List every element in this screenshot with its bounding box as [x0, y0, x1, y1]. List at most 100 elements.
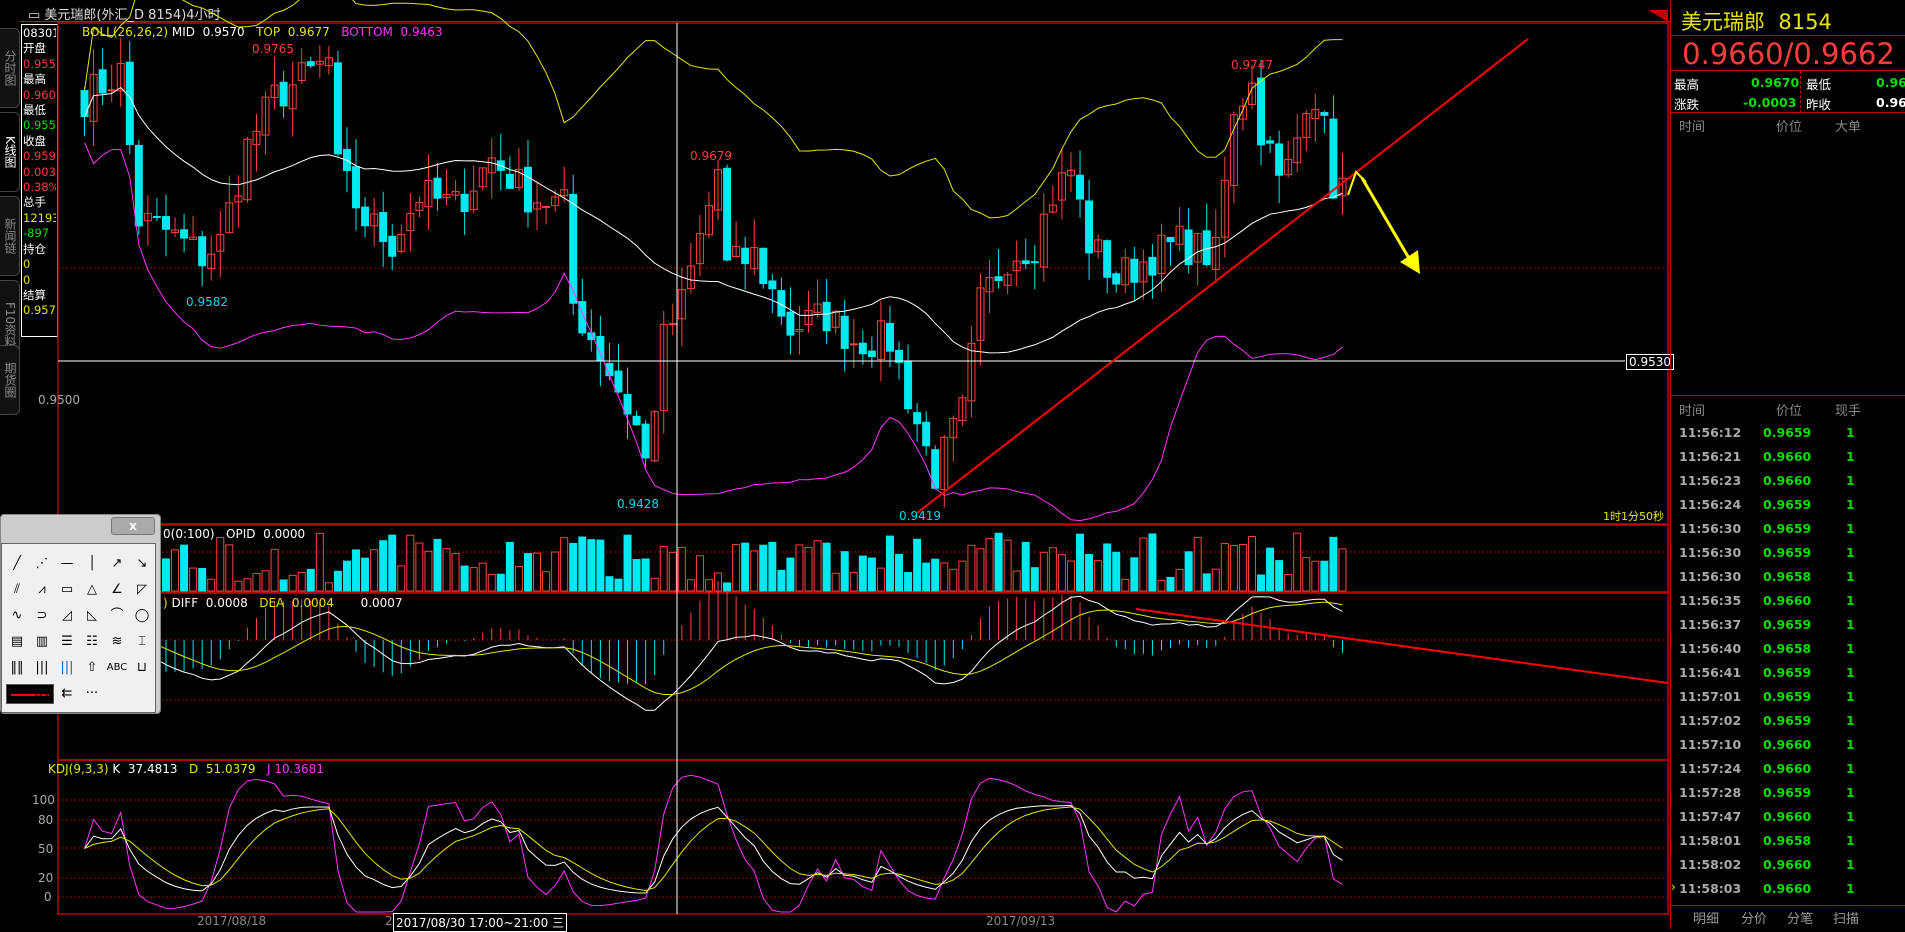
drawing-tool-24[interactable]: ‖‖ — [10, 660, 24, 675]
volume-bar — [261, 570, 270, 592]
drawing-tool-32[interactable]: ⇇ — [61, 686, 73, 701]
drawing-tool-26[interactable]: ||| — [60, 660, 74, 675]
tick-row: 11:57:01 0.9659 1 — [1671, 685, 1905, 709]
volume-bar — [1021, 541, 1030, 592]
volume-bar — [542, 571, 551, 592]
drawing-tool-1[interactable]: ⋰ — [35, 556, 49, 571]
drawing-tool-6[interactable]: ⫽ — [14, 582, 20, 597]
volume-bar — [976, 548, 985, 592]
tick-time: 11:56:41 — [1679, 665, 1742, 680]
drawing-tool-12[interactable]: ∿ — [11, 608, 23, 623]
drawing-tool-31[interactable]: ⌫ — [32, 686, 52, 701]
drawing-tool-21[interactable]: ☷ — [86, 634, 98, 649]
drawing-tool-28[interactable]: ABC — [106, 662, 128, 673]
candle-body — [1320, 112, 1329, 116]
kline-chart[interactable] — [0, 0, 1670, 929]
candle-body — [867, 350, 876, 358]
drawing-tool-33[interactable]: ··· — [85, 686, 99, 701]
drawing-tool-2[interactable]: — — [60, 556, 74, 571]
cursor-date-label: 2017/08/30 17:00~21:00 三 — [393, 913, 568, 932]
stat-prev: 0.9663 — [1876, 95, 1905, 110]
drawing-tool-14[interactable]: ◿ — [62, 608, 72, 623]
volume-bar — [234, 580, 243, 592]
candle-body — [243, 138, 252, 201]
candle-body — [352, 166, 361, 209]
volume-bar — [279, 579, 288, 592]
volume-bar — [171, 549, 180, 592]
tab-price-dist[interactable]: 分价 — [1741, 912, 1768, 927]
drawing-tool-16[interactable]: ⌒ — [110, 608, 124, 623]
low-annotation: 0.9428 — [617, 497, 659, 511]
volume-bar — [1284, 573, 1293, 592]
arrow-up-icon — [1347, 170, 1367, 196]
volume-bar — [849, 572, 858, 592]
drawing-tool-11[interactable]: ◸ — [137, 582, 147, 597]
volume-bar — [668, 551, 677, 592]
candle-body — [98, 69, 107, 94]
drawing-tools-palette[interactable]: x ╱ ⋰ — │ ↗ ↘ ⫽ ⩘ ▭ △ ∠ ◸ ∿ ⊃ ◿ ◺ ⌒ ◯ ▤ ▥ ☰ ☷ ≋ ⌶ ‖‖ ||| ||| ⇧ ABC ⊔ ⌫… — [0, 514, 161, 714]
drawing-tool-7[interactable]: ⩘ — [38, 582, 46, 597]
volume-bar — [967, 544, 976, 592]
volume-bar — [180, 544, 189, 592]
candle-body — [270, 84, 279, 99]
volume-bar — [207, 578, 216, 592]
drawing-tool-5[interactable]: ↘ — [136, 556, 148, 571]
volume-bar — [1066, 560, 1075, 592]
open-value: 0.9557 — [23, 56, 56, 71]
tick-row: 11:56:41 0.9659 1 — [1671, 661, 1905, 685]
candle-body — [596, 336, 605, 361]
arrow-head-icon — [1400, 250, 1420, 274]
drawing-tool-4[interactable]: ↗ — [111, 556, 123, 571]
oi-change: 0 — [23, 272, 31, 287]
tick-row: 11:57:28 0.9659 1 — [1671, 781, 1905, 805]
candle-body — [1329, 118, 1338, 199]
drawing-tool-27[interactable]: ⇧ — [86, 660, 98, 675]
drawing-tool-10[interactable]: ∠ — [111, 582, 123, 597]
tick-volume: 1 — [1846, 593, 1855, 608]
tick-time: 11:58:02 — [1679, 857, 1742, 872]
tab-scan[interactable]: 扫描 — [1833, 912, 1860, 927]
drawing-tool-29[interactable]: ⊔ — [136, 660, 148, 675]
boll-legend: BOLL(26,26,2) MID 0.9570 TOP 0.9677 BOTT… — [82, 25, 443, 39]
drawing-tool-3[interactable]: │ — [88, 556, 96, 571]
volume-bar — [1175, 568, 1184, 592]
drawing-tool-17[interactable]: ◯ — [134, 608, 150, 623]
volume-bar — [949, 568, 958, 592]
candle-body — [333, 62, 342, 155]
palette-close-button[interactable]: x — [111, 517, 155, 535]
volume-bar — [551, 551, 560, 592]
candle-body — [831, 310, 840, 328]
drawing-tool-15[interactable]: ◺ — [87, 608, 97, 623]
candle-body — [1076, 174, 1085, 200]
drawing-tool-20[interactable]: ☰ — [61, 634, 73, 649]
tab-detail[interactable]: 明细 — [1693, 912, 1720, 927]
tab-kline[interactable]: K线图 — [0, 112, 20, 192]
tick-price: 0.9660 — [1763, 761, 1812, 776]
drawing-tool-0[interactable]: ╱ — [13, 556, 21, 571]
tab-timeshare[interactable]: 分时图 — [0, 28, 20, 108]
drawing-tool-22[interactable]: ≋ — [111, 634, 123, 649]
volume-bar — [1094, 560, 1103, 592]
drawing-tool-13[interactable]: ⊃ — [36, 608, 48, 623]
volume-bar — [1139, 537, 1148, 592]
tab-news[interactable]: 新闻链 — [0, 196, 20, 276]
volume-bar — [352, 549, 361, 592]
tab-futures[interactable]: 期货圈 — [0, 345, 20, 415]
drawing-tool-25[interactable]: ||| — [35, 660, 49, 675]
line-color-swatch[interactable] — [6, 684, 54, 704]
drawing-tool-9[interactable]: △ — [87, 582, 97, 597]
tab-trades[interactable]: 分笔 — [1787, 912, 1814, 927]
drawing-tool-18[interactable]: ▤ — [10, 634, 24, 649]
volume-bar — [1085, 553, 1094, 592]
boll-top-line — [84, 0, 1343, 219]
candle-body — [578, 301, 587, 334]
candle-body — [741, 247, 750, 265]
drawing-tool-19[interactable]: ▥ — [35, 634, 49, 649]
drawing-tool-23[interactable]: ⌶ — [138, 634, 146, 649]
tick-volume: 1 — [1846, 737, 1855, 752]
change-pct: 0.38% — [23, 180, 56, 195]
candle-body — [759, 247, 768, 285]
tick-row: 11:56:21 0.9660 1 — [1671, 445, 1905, 469]
volume-bar — [605, 576, 614, 592]
drawing-tool-8[interactable]: ▭ — [60, 582, 74, 597]
